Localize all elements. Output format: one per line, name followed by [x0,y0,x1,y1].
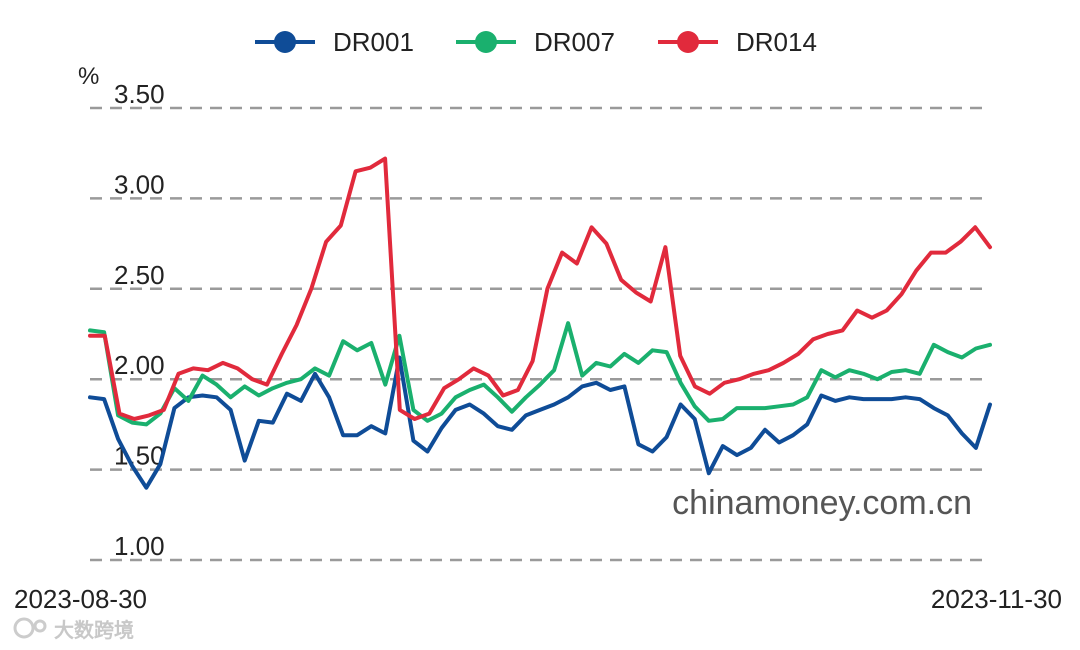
legend-marker [274,31,296,53]
y-axis-unit-label: % [78,63,99,90]
series-lines [88,156,992,490]
x-axis-start-label: 2023-08-30 [14,584,147,614]
gridlines [90,106,990,562]
x-axis-end-label: 2023-11-30 [931,584,1062,614]
legend-marker [677,31,699,53]
legend-item-dr014: DR014 [658,27,817,57]
legend: DR001 DR007 DR014 [255,27,817,57]
series-line-dr014 [88,156,992,421]
y-axis-tick-labels: 3.503.002.502.001.501.00 [114,79,165,561]
y-tick-label: 2.50 [114,260,165,290]
legend-item-dr007: DR007 [456,27,615,57]
y-tick-label: 3.00 [114,169,165,199]
series-line-dr001 [88,355,992,490]
y-tick-label: 3.50 [114,79,165,109]
footer-logo-icon [13,617,47,639]
y-tick-label: 1.00 [114,531,165,561]
legend-label: DR014 [736,27,817,57]
footer-brand-text: 大数跨境 [54,618,134,642]
legend-label: DR001 [333,27,414,57]
legend-marker [475,31,497,53]
watermark-text: chinamoney.com.cn [672,484,972,522]
y-tick-label: 2.00 [114,350,165,380]
legend-item-dr001: DR001 [255,27,414,57]
series-line-dr007 [88,321,992,427]
legend-label: DR007 [534,27,615,57]
